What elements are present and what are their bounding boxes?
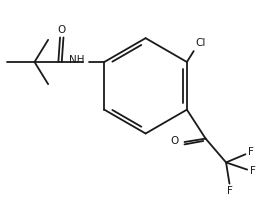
Text: O: O <box>171 136 179 146</box>
Text: Cl: Cl <box>195 38 206 48</box>
Text: O: O <box>58 25 66 35</box>
Text: F: F <box>248 147 254 157</box>
Text: F: F <box>250 166 256 176</box>
Text: NH: NH <box>69 55 85 65</box>
Text: F: F <box>227 186 232 196</box>
